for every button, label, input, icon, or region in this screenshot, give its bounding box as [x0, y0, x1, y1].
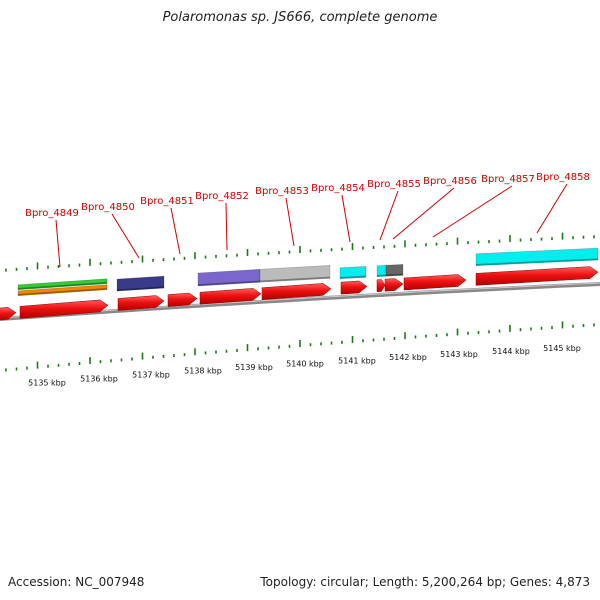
gene-arrow-2 — [117, 295, 165, 311]
map-title: Polaromonas sp. JS666, complete genome — [162, 10, 438, 25]
leader-line — [379, 190, 399, 241]
gene-arrow-1 — [19, 299, 109, 319]
gene-label: Bpro_4855 — [367, 179, 421, 190]
bar-cyan-1-shade — [339, 275, 367, 279]
gene-arrow-9 — [403, 274, 467, 291]
leader-line — [55, 219, 61, 268]
kbp-label: 5135 kbp — [28, 378, 66, 387]
kbp-label: 5141 kbp — [338, 356, 376, 365]
leader-line — [392, 187, 455, 240]
topology-text: Topology: circular; Length: 5,200,264 bp… — [260, 575, 590, 589]
gene-arrow-4 — [199, 288, 262, 305]
gene-arrow-5 — [261, 283, 332, 300]
bar-cyan-1 — [339, 266, 367, 280]
bar-cyan-3 — [475, 247, 599, 267]
gene-arrow-10 — [475, 266, 599, 286]
bar-purple-shade — [197, 280, 261, 286]
gene-arrow-7 — [376, 279, 386, 293]
gene-label: Bpro_4854 — [311, 183, 365, 194]
kbp-label: 5145 kbp — [543, 344, 581, 353]
gene-label: Bpro_4858 — [536, 172, 590, 183]
gene-label: Bpro_4851 — [140, 196, 194, 207]
gene-label: Bpro_4849 — [25, 208, 79, 219]
gene-arrow-8 — [384, 278, 404, 292]
leader-line — [111, 213, 140, 259]
bar-cyan-3-shade — [475, 258, 599, 266]
tick-layer — [5, 232, 595, 372]
bar-green — [17, 278, 108, 291]
bar-navy — [116, 275, 165, 292]
bar-grey-shade — [259, 276, 331, 283]
gene-arrow-6 — [340, 280, 368, 295]
kbp-labels: 5135 kbp 5136 kbp 5137 kbp 5138 kbp 5139 kbp… — [28, 344, 581, 387]
gene-label: Bpro_4856 — [423, 176, 477, 187]
leader-line — [285, 197, 295, 247]
kbp-label: 5139 kbp — [235, 363, 273, 372]
leader-line — [341, 194, 351, 243]
leader-line — [170, 207, 181, 255]
gene-arrows — [0, 266, 599, 321]
bar-grey — [259, 265, 331, 283]
bar-navy-shade — [116, 286, 165, 291]
bar-orange — [17, 284, 108, 297]
kbp-label: 5137 kbp — [132, 370, 170, 379]
gene-arrow-0 — [0, 307, 17, 321]
accession-text: Accession: NC_007948 — [8, 575, 145, 589]
bar-orange-shade — [17, 288, 108, 296]
bar-darkgrey — [385, 264, 404, 277]
kbp-label: 5144 kbp — [492, 347, 530, 356]
bar-green-shade — [17, 282, 108, 290]
bar-darkgrey-shade — [385, 273, 404, 277]
gene-label: Bpro_4857 — [481, 174, 535, 185]
leader-line — [225, 202, 228, 251]
leader-lines — [55, 183, 568, 268]
gene-label: Bpro_4853 — [255, 186, 309, 197]
gene-label: Bpro_4850 — [81, 202, 135, 213]
kbp-label: 5138 kbp — [184, 367, 222, 376]
leader-line — [432, 185, 513, 238]
gene-arrow-3 — [167, 292, 198, 307]
kbp-label: 5143 kbp — [440, 350, 478, 359]
kbp-label: 5142 kbp — [389, 353, 427, 362]
kbp-label: 5136 kbp — [80, 374, 118, 383]
leader-line — [536, 183, 568, 234]
kbp-label: 5140 kbp — [286, 360, 324, 369]
gene-label: Bpro_4852 — [195, 191, 249, 202]
feature-bars — [17, 247, 599, 297]
